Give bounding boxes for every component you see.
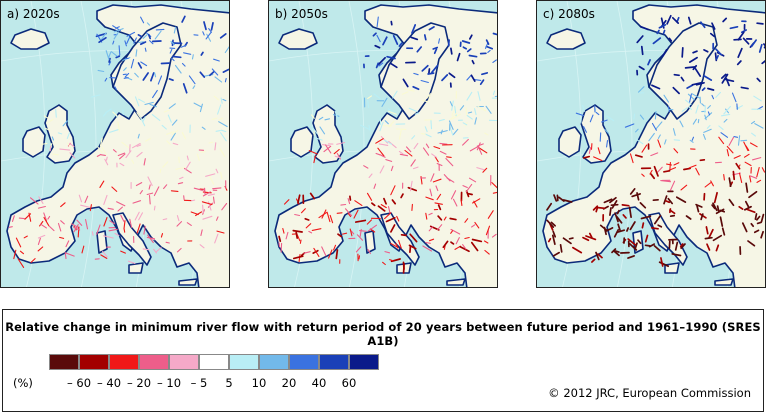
map-label-2050s: b) 2050s (275, 7, 328, 21)
legend-swatch-8 (289, 354, 319, 370)
land-scand (112, 22, 182, 120)
legend-tick-label: 10 (251, 376, 267, 390)
legend-unit: (%) (13, 376, 33, 390)
land-crete (446, 278, 466, 286)
legend-swatch-7 (259, 354, 289, 370)
river-network (546, 14, 765, 268)
map-label-2080s: c) 2080s (543, 7, 595, 21)
legend-tick-label: 5 (225, 376, 233, 390)
river-network (8, 15, 229, 268)
legend-swatch-6 (229, 354, 259, 370)
map-2080s: c) 2080s (536, 0, 766, 288)
legend-swatch-3 (139, 354, 169, 370)
graticule-line (80, 1, 97, 287)
europe-map-2050s (269, 1, 497, 287)
land-sicily (128, 262, 144, 274)
legend-tick-label: 60 (341, 376, 357, 390)
land-ireland (22, 126, 46, 158)
map-label-2020s: a) 2020s (7, 7, 60, 21)
land-crete (714, 278, 734, 286)
legend-ticks: – 60 – 40 – 20 – 10 – 5 5 10 20 40 60 (3, 376, 403, 392)
legend-swatch-4 (169, 354, 199, 370)
legend-swatch-0 (49, 354, 79, 370)
land-sardinia (632, 230, 644, 254)
legend-tick-label: – 40 (96, 376, 122, 390)
legend-swatch-2 (109, 354, 139, 370)
graticule-line (348, 1, 365, 287)
land-sicily (664, 262, 680, 274)
europe-map-2080s (537, 1, 765, 287)
land-ireland (290, 126, 314, 158)
legend-panel: Relative change in minimum river flow wi… (2, 309, 764, 412)
legend-tick-label: – 10 (156, 376, 182, 390)
land-iceland (546, 28, 586, 50)
land-britain (580, 104, 612, 164)
legend-swatch-10 (349, 354, 379, 370)
land-ireland (558, 126, 582, 158)
europe-map-2020s (1, 1, 229, 287)
legend-swatch-9 (319, 354, 349, 370)
map-2050s: b) 2050s (268, 0, 498, 288)
land-sardinia (96, 230, 108, 254)
river-network (278, 16, 497, 274)
legend-title: Relative change in minimum river flow wi… (5, 320, 761, 348)
land-sardinia (364, 230, 376, 254)
land-iceland (10, 28, 50, 50)
land-iceland (278, 28, 318, 50)
legend-tick-label: – 20 (126, 376, 152, 390)
legend-color-bar (49, 354, 379, 370)
land-scand (380, 22, 450, 120)
legend-tick-label: 40 (311, 376, 327, 390)
legend-swatch-1 (79, 354, 109, 370)
land-italy (112, 212, 152, 266)
legend-tick-label: 20 (281, 376, 297, 390)
map-panels: a) 2020s b) 2050s c) 2080s (0, 0, 766, 288)
legend-tick-label: – 5 (190, 376, 208, 390)
legend-tick-label: – 60 (66, 376, 92, 390)
legend-swatch-5 (199, 354, 229, 370)
copyright-credit: © 2012 JRC, European Commission (548, 386, 751, 400)
map-2020s: a) 2020s (0, 0, 230, 288)
land-crete (178, 278, 198, 286)
